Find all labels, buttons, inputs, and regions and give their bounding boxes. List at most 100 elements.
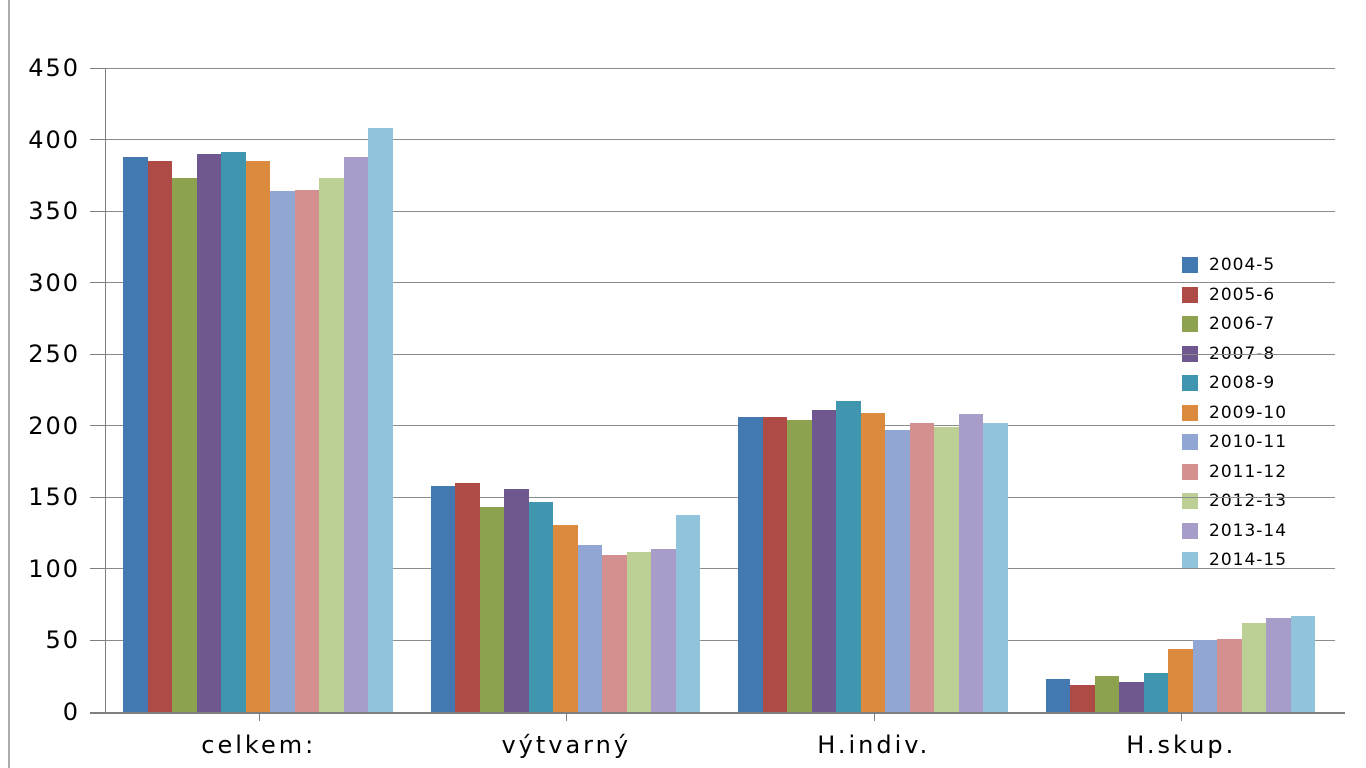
x-axis-tick-3 [1181, 712, 1183, 721]
y-axis-tick-450 [90, 67, 105, 69]
x-axis-label-2: H.indiv. [817, 731, 931, 759]
chart-left-border [8, 0, 10, 768]
bar-2012-13-Hskup [1241, 623, 1266, 712]
legend-swatch-icon [1182, 493, 1198, 509]
legend-swatch-icon [1182, 345, 1198, 362]
bar-2014-15-Hindiv [983, 422, 1008, 712]
bar-2012-13-vtvarn [626, 551, 651, 712]
bar-2013-14-vtvarn [651, 548, 676, 712]
bar-2007-8-celkem [196, 153, 221, 712]
legend-label: 2013-14 [1209, 520, 1288, 541]
bar-2011-12-vtvarn [602, 554, 627, 712]
bar-2007-8-Hindiv [811, 410, 836, 712]
legend-label: 2011-12 [1209, 461, 1288, 482]
x-axis-tick-0 [258, 712, 260, 721]
bar-2005-6-vtvarn [455, 483, 480, 712]
y-axis-tick-100 [90, 568, 105, 570]
legend-item-2013-14: 2013-14 [1182, 522, 1287, 540]
bar-2004-5-celkem [123, 156, 148, 712]
gridline-350 [105, 210, 1335, 212]
y-axis-label-200: 200 [28, 411, 80, 440]
x-axis-label-3: H.skup. [1126, 731, 1237, 759]
bar-2011-12-Hskup [1217, 639, 1242, 712]
y-axis-label-100: 100 [28, 554, 80, 583]
bar-2011-12-Hindiv [909, 422, 934, 712]
x-axis [90, 711, 1345, 714]
legend-label: 2005-6 [1209, 284, 1276, 305]
bar-2012-13-Hindiv [934, 427, 959, 712]
y-axis-tick-50 [90, 639, 105, 641]
y-axis [104, 68, 106, 712]
bar-2004-5-Hindiv [738, 417, 763, 712]
legend-swatch-icon [1182, 375, 1198, 391]
legend-label: 2012-13 [1209, 491, 1288, 511]
bar-2006-7-celkem [172, 178, 197, 712]
gridline-200 [105, 425, 1335, 427]
legend-item-2008-9: 2008-9 [1182, 374, 1275, 392]
bar-2005-6-celkem [147, 161, 172, 712]
legend-label: 2014-15 [1209, 550, 1288, 570]
legend-item-2012-13: 2012-13 [1182, 492, 1287, 510]
y-axis-label-150: 150 [28, 483, 80, 512]
bar-2010-11-Hskup [1192, 640, 1217, 712]
legend-item-2011-12: 2011-12 [1182, 463, 1287, 481]
bar-2008-9-celkem [221, 152, 246, 712]
y-axis-tick-200 [90, 425, 105, 427]
bar-2011-12-celkem [294, 189, 319, 712]
legend-swatch-icon [1182, 286, 1198, 303]
bar-2013-14-Hindiv [958, 414, 983, 712]
bar-2014-15-celkem [368, 128, 393, 712]
x-axis-label-0: celkem: [201, 731, 317, 759]
legend-label: 2007-8 [1209, 343, 1276, 364]
bar-2009-10-Hindiv [860, 412, 885, 712]
legend-swatch-icon [1182, 463, 1198, 480]
gridline-400 [105, 139, 1335, 141]
gridline-300 [105, 282, 1335, 284]
legend-item-2007-8: 2007-8 [1182, 345, 1275, 363]
bar-2009-10-vtvarn [553, 524, 578, 712]
bar-2013-14-Hskup [1266, 617, 1291, 712]
y-axis-tick-300 [90, 282, 105, 284]
legend-item-2010-11: 2010-11 [1182, 433, 1287, 451]
bar-2006-7-Hskup [1094, 676, 1119, 712]
bar-2014-15-vtvarn [675, 514, 700, 712]
bar-2012-13-celkem [319, 178, 344, 712]
legend-item-2005-6: 2005-6 [1182, 286, 1275, 304]
bar-2004-5-Hskup [1045, 679, 1070, 712]
bar-2007-8-vtvarn [504, 488, 529, 712]
bar-2010-11-Hindiv [885, 430, 910, 712]
bar-2010-11-vtvarn [577, 544, 602, 712]
gridline-450 [105, 67, 1335, 69]
y-axis-tick-150 [90, 496, 105, 498]
legend-swatch-icon [1182, 434, 1198, 450]
legend-label: 2010-11 [1209, 432, 1288, 452]
legend-item-2009-10: 2009-10 [1182, 404, 1287, 422]
y-axis-label-0: 0 [62, 698, 80, 726]
x-axis-tick-2 [873, 712, 875, 721]
y-axis-label-400: 400 [28, 125, 80, 154]
y-axis-tick-350 [90, 210, 105, 212]
legend-swatch-icon [1182, 316, 1198, 332]
bar-2008-9-vtvarn [528, 501, 553, 712]
legend-label: 2004-5 [1209, 255, 1276, 275]
y-axis-label-350: 350 [28, 197, 80, 226]
y-axis-label-300: 300 [28, 268, 80, 297]
legend-label: 2008-9 [1209, 373, 1276, 393]
bar-2013-14-celkem [343, 156, 368, 712]
legend-swatch-icon [1182, 522, 1198, 539]
y-axis-label-50: 50 [45, 626, 80, 655]
bar-2005-6-Hskup [1070, 684, 1095, 712]
legend-item-2004-5: 2004-5 [1182, 256, 1275, 274]
bar-2006-7-Hindiv [787, 420, 812, 712]
bar-2006-7-vtvarn [479, 507, 504, 712]
x-axis-label-1: výtvarný [501, 731, 632, 759]
legend-label: 2006-7 [1209, 314, 1276, 334]
gridline-100 [105, 568, 1335, 570]
y-axis-label-450: 450 [28, 54, 80, 82]
bar-2004-5-vtvarn [430, 485, 455, 712]
gridline-250 [105, 353, 1335, 355]
gridline-50 [105, 639, 1335, 641]
bar-2009-10-Hskup [1168, 649, 1193, 712]
gridline-150 [105, 496, 1335, 498]
bar-2010-11-celkem [270, 191, 295, 712]
